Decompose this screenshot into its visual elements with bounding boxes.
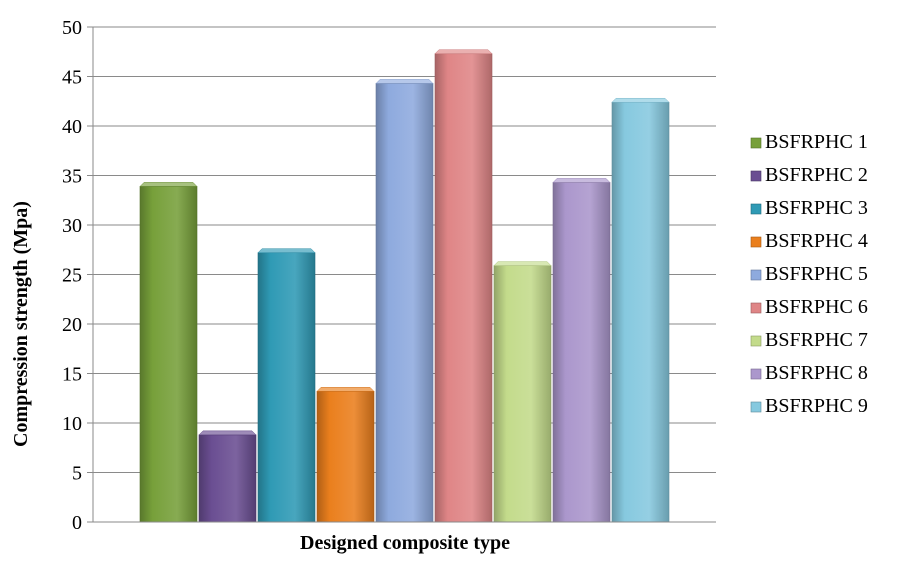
legend-swatch (750, 203, 762, 215)
bar-top-bevel (198, 430, 257, 436)
bar-5 (375, 79, 434, 523)
legend-label: BSFRPHC 4 (765, 230, 868, 252)
axes (92, 27, 716, 523)
y-tick-label: 5 (72, 463, 82, 485)
bars (139, 49, 670, 523)
y-tick-label: 50 (62, 17, 82, 39)
bar-1 (139, 182, 198, 523)
legend-label: BSFRPHC 1 (765, 131, 868, 153)
y-tick-label: 40 (62, 116, 82, 138)
y-tick-label: 25 (62, 265, 82, 287)
bar-4 (316, 387, 375, 523)
legend-swatch (750, 236, 762, 248)
legend-swatch (750, 335, 762, 347)
y-tick-label: 45 (62, 67, 82, 89)
legend-label: BSFRPHC 5 (765, 263, 868, 285)
legend-swatch (750, 269, 762, 281)
legend-swatch (750, 137, 762, 149)
y-tick-label: 35 (62, 166, 82, 188)
bar-body (257, 252, 316, 523)
legend-swatch (750, 368, 762, 380)
bar-top-bevel (552, 178, 611, 183)
legend-item-8: BSFRPHC 8 (750, 362, 868, 384)
bar-top-bevel (375, 79, 434, 84)
y-axis-tick-labels: 0 5 10 15 20 25 30 35 40 45 50 (62, 17, 82, 534)
y-tick-label: 0 (72, 512, 82, 534)
bar-3 (257, 248, 316, 523)
bar-body (198, 434, 257, 523)
legend-label: BSFRPHC 9 (765, 395, 868, 417)
bar-body (493, 265, 552, 523)
bar-9 (611, 97, 670, 523)
legend: BSFRPHC 1 BSFRPHC 2 BSFRPHC 3 BSFRPHC 4 BSFR… (750, 131, 868, 417)
legend-label: BSFRPHC 2 (765, 164, 868, 186)
legend-item-7: BSFRPHC 7 (750, 329, 868, 351)
legend-item-2: BSFRPHC 2 (750, 164, 868, 186)
legend-label: BSFRPHC 6 (765, 296, 868, 318)
legend-swatch (750, 170, 762, 182)
bar-top-bevel (611, 97, 670, 103)
bar-body (552, 182, 611, 523)
y-tick-label: 10 (62, 413, 82, 435)
bar-body (316, 391, 375, 523)
y-tick-label: 30 (62, 215, 82, 237)
x-axis-title: Designed composite type (300, 532, 510, 554)
legend-swatch (750, 401, 762, 413)
legend-label: BSFRPHC 7 (765, 329, 868, 351)
legend-label: BSFRPHC 3 (765, 197, 868, 219)
bar-body (139, 186, 198, 523)
legend-item-1: BSFRPHC 1 (750, 131, 868, 153)
bar-body (434, 53, 493, 523)
y-tick-label: 20 (62, 314, 82, 336)
bar-8 (552, 178, 611, 523)
bar-7 (493, 261, 552, 523)
bar-body (375, 83, 434, 523)
bar-body (611, 101, 670, 523)
legend-item-9: BSFRPHC 9 (750, 395, 868, 417)
bar-top-bevel (434, 49, 493, 54)
legend-item-4: BSFRPHC 4 (750, 230, 868, 252)
bar-6 (434, 49, 493, 523)
legend-item-3: BSFRPHC 3 (750, 197, 868, 219)
bar-top-bevel (316, 387, 375, 392)
legend-item-5: BSFRPHC 5 (750, 263, 868, 285)
y-tick-label: 15 (62, 364, 82, 386)
legend-swatch (750, 302, 762, 314)
legend-item-6: BSFRPHC 6 (750, 296, 868, 318)
y-axis-title: Compression strength (Mpa) (10, 201, 32, 447)
bar-top-bevel (493, 261, 552, 266)
bar-2 (198, 430, 257, 523)
legend-label: BSFRPHC 8 (765, 362, 868, 384)
bar-top-bevel (257, 248, 316, 253)
bar-top-bevel (139, 182, 198, 187)
